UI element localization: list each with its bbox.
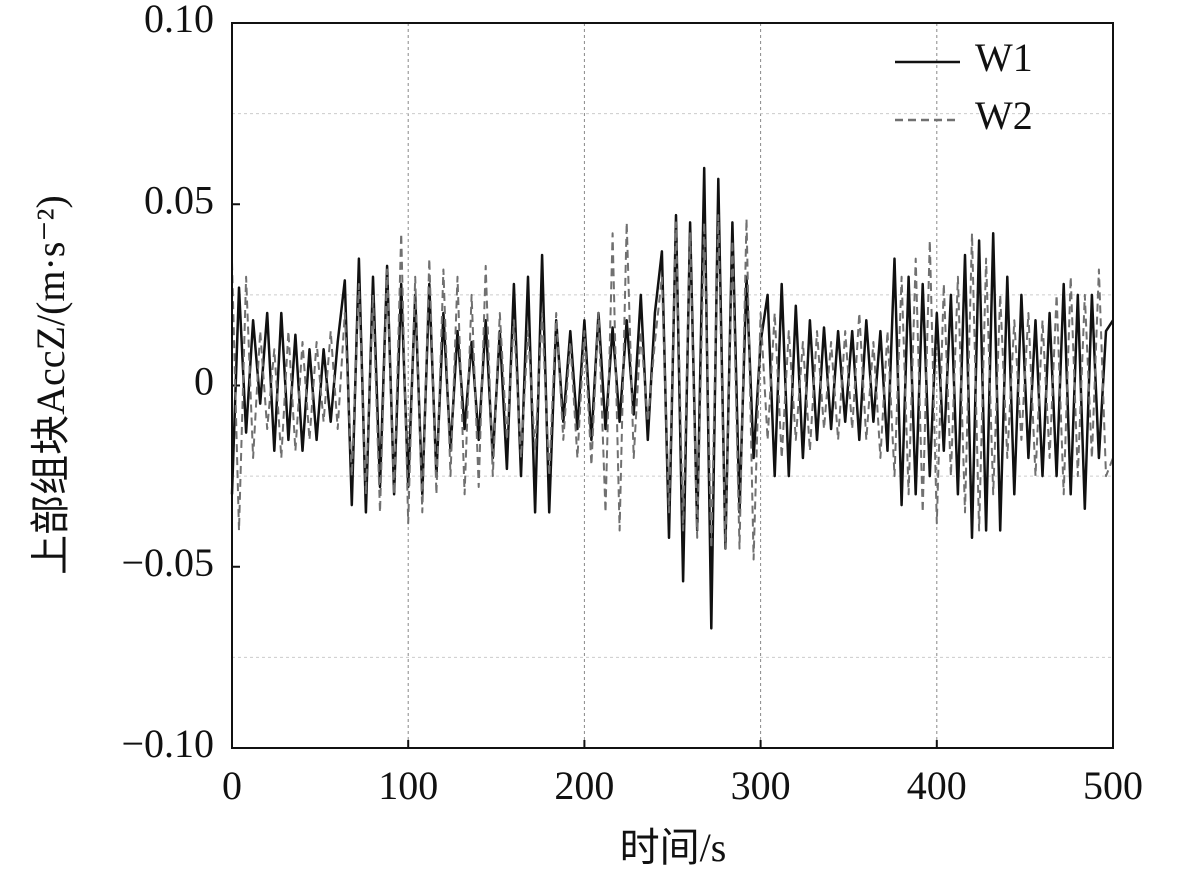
y-tick-label: 0.05 [144, 177, 214, 222]
x-tick-label: 400 [907, 763, 967, 808]
x-tick-label: 0 [222, 763, 242, 808]
x-tick-label: 300 [731, 763, 791, 808]
x-tick-label: 200 [554, 763, 614, 808]
x-axis-label: 时间/s [620, 825, 727, 870]
x-tick-label: 500 [1083, 763, 1143, 808]
legend-label: W2 [975, 93, 1033, 138]
y-tick-label: −0.10 [121, 721, 214, 766]
x-tick-label: 100 [378, 763, 438, 808]
series-line [230, 166, 1115, 630]
y-tick-label: 0.10 [144, 0, 214, 41]
y-tick-label: −0.05 [121, 540, 214, 585]
series-line [231, 214, 1114, 561]
plot-frame [231, 22, 1114, 749]
y-axis-label: 上部组块AccZ/(m·s⁻²) [28, 195, 73, 575]
y-tick-label: 0 [194, 359, 214, 404]
legend-label: W1 [975, 35, 1033, 80]
